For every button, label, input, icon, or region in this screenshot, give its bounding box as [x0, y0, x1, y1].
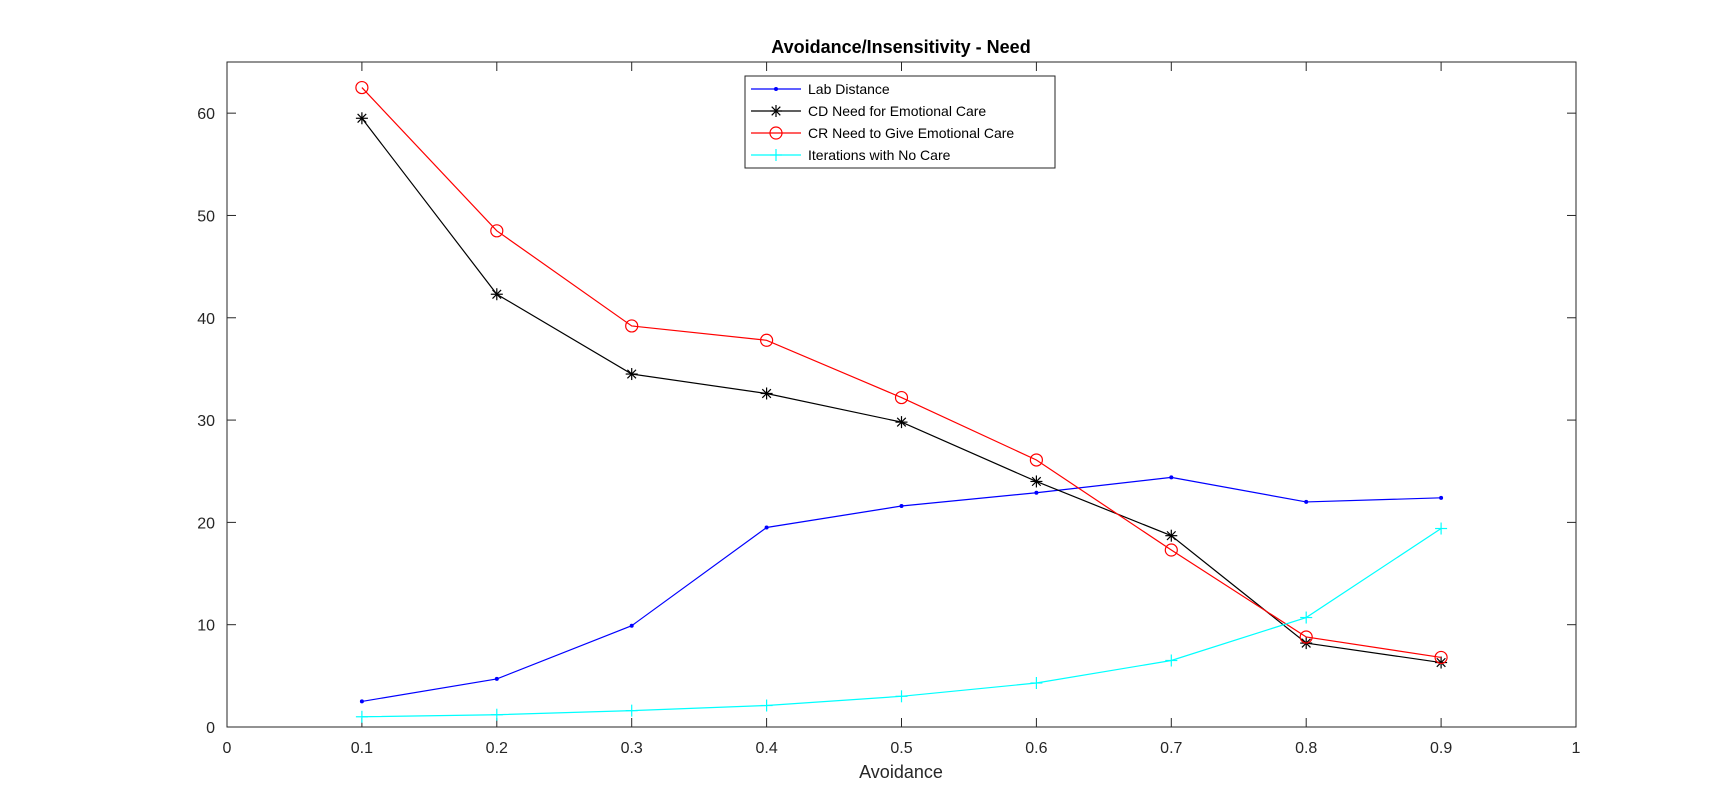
- x-tick-label: 0.8: [1295, 740, 1317, 757]
- x-tick-label: 0.4: [755, 740, 777, 757]
- x-axis-title: Avoidance: [859, 762, 943, 782]
- data-point: [774, 87, 778, 91]
- data-point: [630, 624, 634, 628]
- data-point: [495, 677, 499, 681]
- y-tick-label: 0: [206, 720, 215, 737]
- x-tick-label: 0.3: [621, 740, 643, 757]
- y-tick-label: 50: [197, 208, 215, 225]
- data-point: [1169, 475, 1173, 479]
- legend-label: Lab Distance: [808, 81, 890, 97]
- data-point: [896, 416, 908, 428]
- y-tick-label: 10: [197, 618, 215, 635]
- data-point: [761, 387, 773, 399]
- x-tick-label: 0.5: [890, 740, 912, 757]
- data-point: [1030, 475, 1042, 487]
- data-point: [765, 526, 769, 530]
- x-tick-label: 1: [1572, 740, 1581, 757]
- legend-label: Iterations with No Care: [808, 147, 951, 163]
- data-point: [626, 368, 638, 380]
- data-point: [1304, 500, 1308, 504]
- legend-label: CD Need for Emotional Care: [808, 103, 986, 119]
- data-point: [356, 112, 368, 124]
- data-point: [900, 504, 904, 508]
- y-tick-label: 40: [197, 311, 215, 328]
- x-tick-label: 0.1: [351, 740, 373, 757]
- y-tick-label: 30: [197, 413, 215, 430]
- data-point: [770, 105, 782, 117]
- data-point: [1165, 530, 1177, 542]
- legend: Lab Distance CD Need for Emotional Care CR…: [745, 76, 1055, 168]
- y-tick-label: 60: [197, 106, 215, 123]
- data-point: [491, 288, 503, 300]
- legend-label: CR Need to Give Emotional Care: [808, 125, 1014, 141]
- data-point: [1439, 496, 1443, 500]
- chart-title: Avoidance/Insensitivity - Need: [771, 37, 1030, 57]
- x-tick-label: 0.6: [1025, 740, 1047, 757]
- y-tick-label: 20: [197, 515, 215, 532]
- data-point: [1435, 657, 1447, 669]
- x-tick-label: 0.9: [1430, 740, 1452, 757]
- x-tick-label: 0: [223, 740, 232, 757]
- data-point: [1034, 491, 1038, 495]
- data-point: [360, 699, 364, 703]
- x-tick-label: 0.7: [1160, 740, 1182, 757]
- x-tick-label: 0.2: [486, 740, 508, 757]
